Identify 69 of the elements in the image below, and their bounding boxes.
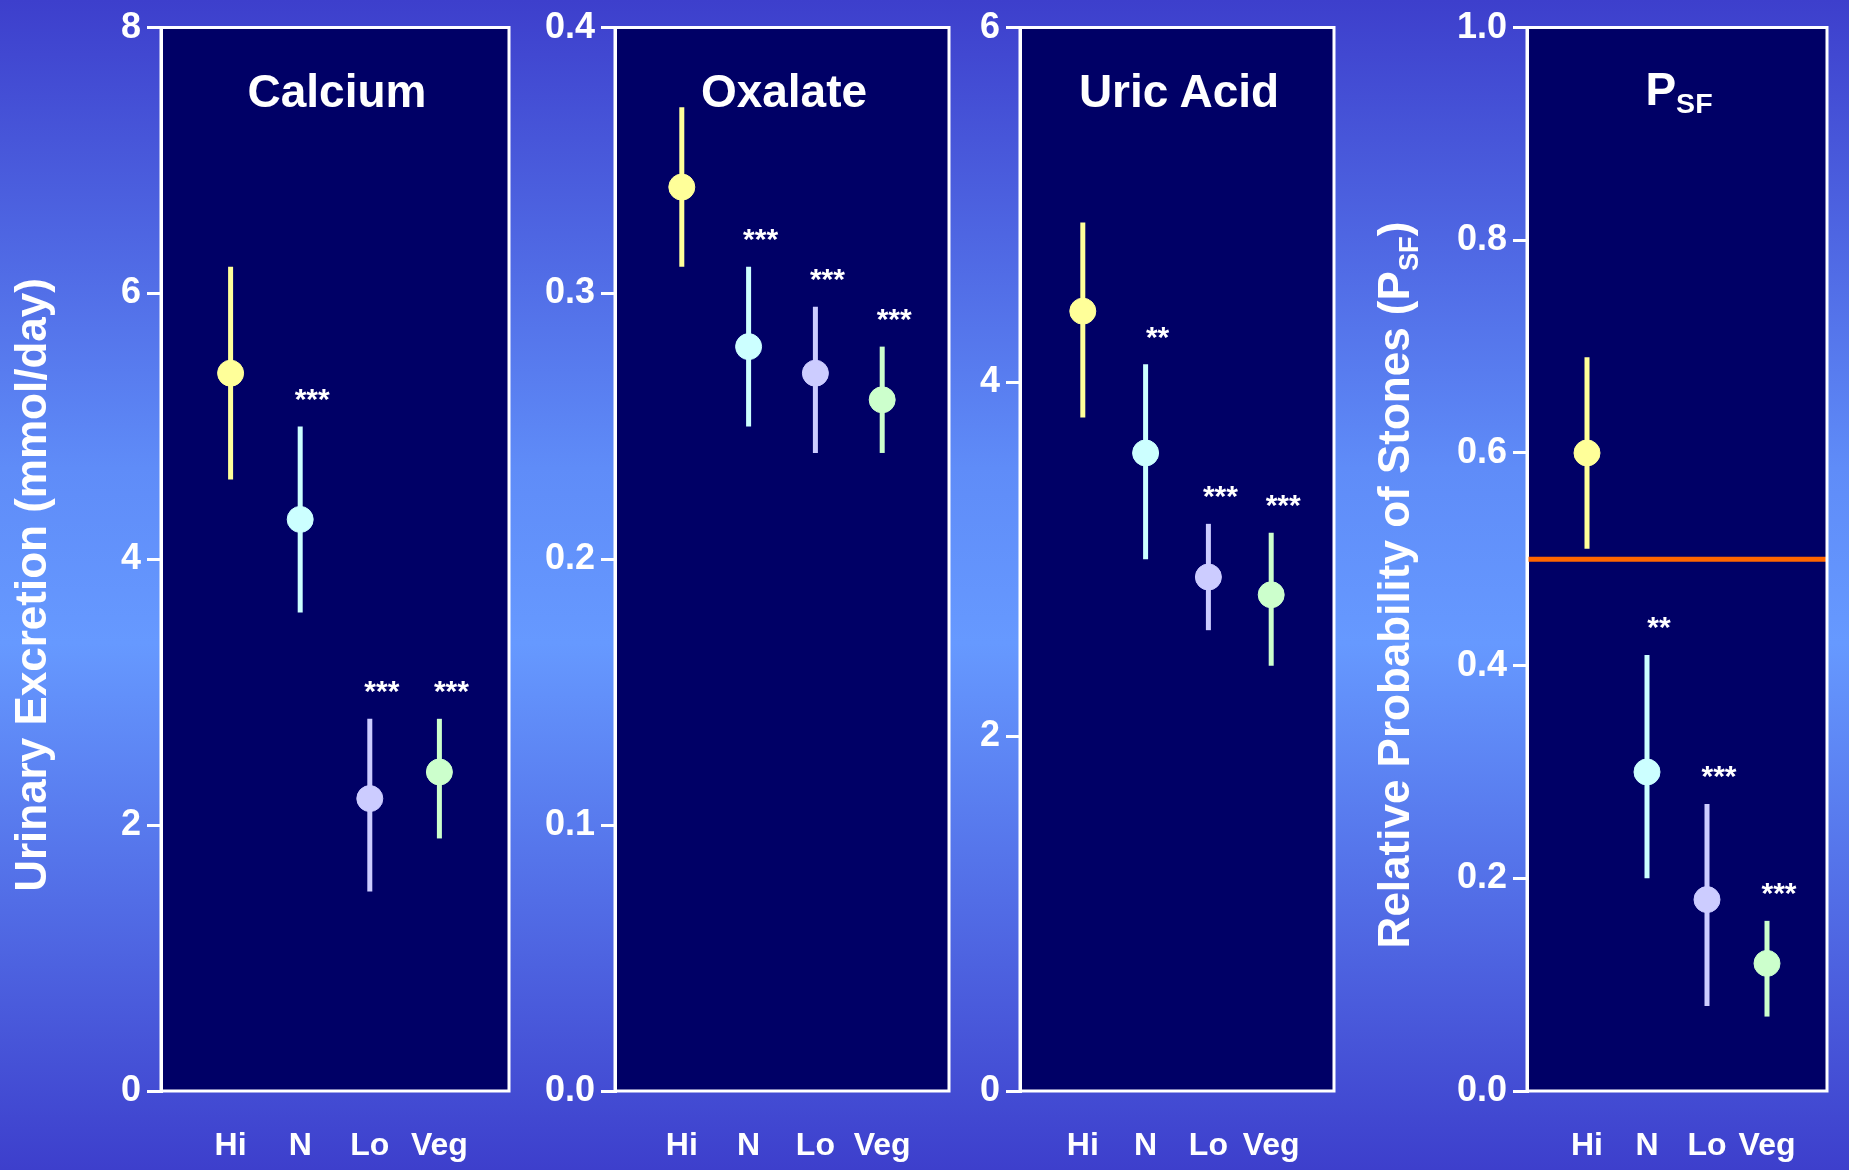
point xyxy=(1132,439,1160,467)
y-tick-label: 0 xyxy=(979,1067,1000,1109)
annotation: *** xyxy=(743,222,779,256)
y-tick-label: 0.4 xyxy=(1456,642,1507,684)
annotation: *** xyxy=(809,262,846,296)
text: Uric Acid xyxy=(1078,64,1280,118)
x-tick-label: Veg xyxy=(410,1126,468,1163)
y-tick-label: 0.8 xyxy=(1456,217,1507,259)
y-tick-label: 4 xyxy=(979,358,1000,400)
point xyxy=(217,359,245,387)
annotation: *** xyxy=(364,674,400,708)
y-tick-label: 2 xyxy=(120,802,141,844)
x-tick-label: N xyxy=(1134,1126,1158,1163)
y-tick-label: 0.1 xyxy=(544,802,595,844)
x-tick-label: N xyxy=(288,1126,312,1163)
y-tick-label: 0.0 xyxy=(1456,1067,1507,1109)
y-tick-label: 0.4 xyxy=(544,4,595,46)
point xyxy=(1257,581,1285,609)
x-tick-label: Hi xyxy=(1571,1126,1603,1163)
y-tick-label: 6 xyxy=(120,270,141,312)
x-tick-label: Hi xyxy=(214,1126,247,1163)
x-tick-label: Veg xyxy=(1738,1126,1796,1163)
annotation: ** xyxy=(1647,610,1671,644)
annotation: *** xyxy=(1265,487,1302,521)
y-tick-label: 0.6 xyxy=(1456,429,1507,471)
y-tick-label: 4 xyxy=(120,536,141,578)
annotation: *** xyxy=(1701,759,1737,793)
point xyxy=(868,386,896,414)
y-tick-label: 1.0 xyxy=(1456,4,1507,46)
y-tick-label: 8 xyxy=(120,4,141,46)
point xyxy=(1573,439,1601,467)
point xyxy=(668,173,696,201)
point xyxy=(356,785,384,813)
y-tick-label: 0.3 xyxy=(544,270,595,312)
y-tick-label: 0 xyxy=(120,1067,141,1109)
point xyxy=(801,359,829,387)
point xyxy=(1194,563,1222,591)
text: Calcium xyxy=(247,64,427,118)
x-tick-label: Veg xyxy=(853,1126,911,1163)
x-tick-label: Hi xyxy=(665,1126,698,1163)
y-tick-label: 6 xyxy=(979,4,1000,46)
annotation: *** xyxy=(294,381,331,415)
y-tick-label: 0.2 xyxy=(1456,855,1507,897)
x-tick-label: Lo xyxy=(1687,1126,1727,1163)
point xyxy=(425,758,453,786)
x-tick-label: Hi xyxy=(1066,1126,1099,1163)
point xyxy=(1633,758,1661,786)
point xyxy=(1693,886,1721,914)
x-tick-label: Lo xyxy=(795,1126,835,1163)
y-tick-label: 2 xyxy=(979,713,1000,755)
x-tick-label: Lo xyxy=(350,1126,390,1163)
annotation: *** xyxy=(1761,876,1797,910)
x-tick-label: N xyxy=(1635,1126,1659,1163)
point xyxy=(1069,297,1097,325)
text: P$_{SF}$ xyxy=(1645,61,1713,121)
text: Oxalate xyxy=(700,64,868,118)
x-tick-label: Lo xyxy=(1188,1126,1228,1163)
x-tick-label: Veg xyxy=(1242,1126,1300,1163)
annotation: *** xyxy=(876,301,913,335)
point xyxy=(286,505,314,533)
y-axis-title: Urinary Excretion (mmol/day) xyxy=(6,278,56,892)
point xyxy=(735,333,763,361)
y-tick-label: 0.0 xyxy=(544,1067,595,1109)
point xyxy=(1753,949,1781,977)
annotation: ** xyxy=(1145,319,1170,353)
y-tick-label: 0.2 xyxy=(544,536,595,578)
x-tick-label: N xyxy=(737,1126,761,1163)
annotation: *** xyxy=(433,674,470,708)
annotation: *** xyxy=(1202,479,1239,513)
